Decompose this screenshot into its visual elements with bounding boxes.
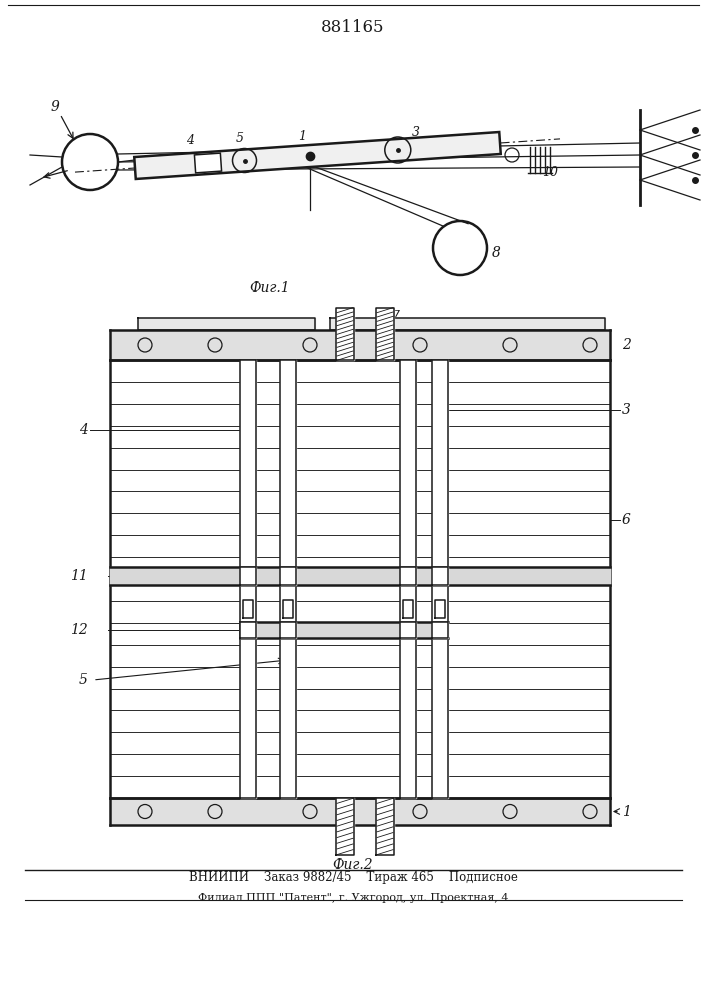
Text: 5: 5 <box>235 132 243 145</box>
Text: Фиг.1: Фиг.1 <box>250 281 291 295</box>
Polygon shape <box>134 132 501 179</box>
Text: 9: 9 <box>51 100 59 114</box>
Polygon shape <box>194 153 221 173</box>
Text: 7: 7 <box>390 310 399 324</box>
Text: 11: 11 <box>70 569 88 583</box>
Text: 12: 12 <box>70 623 88 637</box>
Text: 1: 1 <box>622 804 631 818</box>
Text: ВНИИПИ    Заказ 9882/45    Тираж 465    Подписное: ВНИИПИ Заказ 9882/45 Тираж 465 Подписное <box>189 871 518 884</box>
Text: 3: 3 <box>411 125 420 138</box>
Text: 6: 6 <box>622 513 631 527</box>
Text: 10: 10 <box>542 166 558 180</box>
Text: Филиал ППП "Патент", г. Ужгород, ул. Проектная, 4: Филиал ППП "Патент", г. Ужгород, ул. Про… <box>198 893 508 903</box>
Text: 5: 5 <box>79 673 88 687</box>
Text: 2: 2 <box>622 338 631 352</box>
Text: 4: 4 <box>186 134 194 147</box>
Text: 3: 3 <box>622 403 631 417</box>
Text: Фиг.2: Фиг.2 <box>333 858 373 872</box>
Text: 1: 1 <box>298 129 306 142</box>
Text: 8: 8 <box>492 246 501 260</box>
Text: 4: 4 <box>79 423 88 437</box>
Text: 881165: 881165 <box>321 19 385 36</box>
